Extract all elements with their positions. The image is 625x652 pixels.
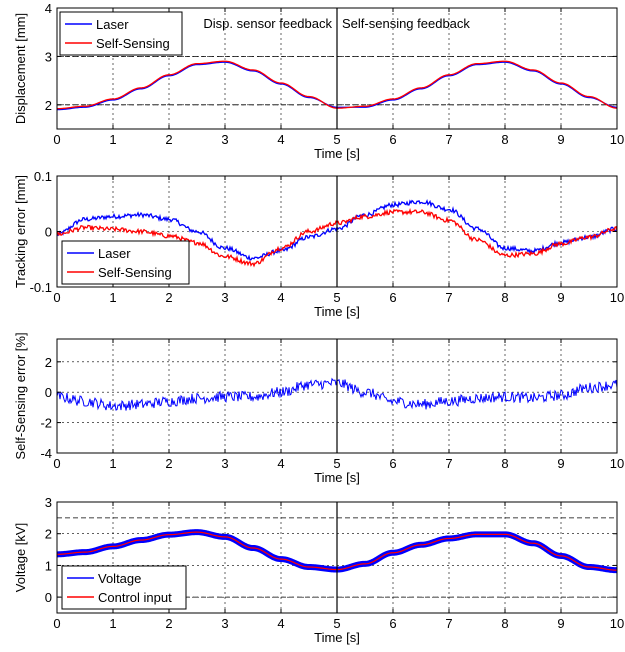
x-tick-label: 1: [109, 132, 116, 147]
x-tick-label: 0: [53, 456, 60, 471]
x-tick-label: 10: [610, 290, 624, 305]
x-tick-label: 6: [389, 132, 396, 147]
y-tick-label: -0.1: [30, 280, 52, 295]
y-tick-label: 3: [45, 49, 52, 64]
y-tick-label: 2: [45, 355, 52, 370]
x-tick-label: 3: [221, 290, 228, 305]
chart-panel-1: 0 1 2 3 4 5 6 7 8 9 10 2 3 4 Time [s] Displacement [mm]…: [13, 1, 624, 161]
x-tick-label: 2: [165, 290, 172, 305]
x-tick-label: 8: [501, 616, 508, 631]
x-tick-label: 4: [277, 132, 284, 147]
x-axis-label: Time [s]: [314, 304, 360, 319]
y-axis-label: Tracking error [mm]: [13, 175, 28, 288]
x-tick-label: 0: [53, 132, 60, 147]
x-tick-label: 0: [53, 616, 60, 631]
x-tick-label: 7: [445, 456, 452, 471]
legend-box: [59, 11, 183, 56]
x-tick-label: 7: [445, 132, 452, 147]
y-axis-label: Self-Sensing error [%]: [13, 332, 28, 459]
chart-panel-4: 0 1 2 3 4 5 6 7 8 9 10 0 1 2 3 Time [s] Voltage [kV] Volt…: [13, 495, 624, 645]
legend-box: [61, 240, 190, 285]
x-tick-label: 10: [610, 132, 624, 147]
legend-box: [61, 565, 187, 610]
x-tick-label: 1: [109, 290, 116, 305]
x-tick-label: 8: [501, 132, 508, 147]
y-tick-label: -2: [40, 416, 52, 431]
annotation-self-sensing: Self-sensing feedback: [342, 16, 470, 31]
x-tick-label: 5: [333, 290, 340, 305]
x-tick-label: 7: [445, 290, 452, 305]
x-tick-label: 3: [221, 132, 228, 147]
x-tick-label: 2: [165, 456, 172, 471]
x-tick-label: 4: [277, 290, 284, 305]
x-tick-label: 4: [277, 616, 284, 631]
x-tick-label: 7: [445, 616, 452, 631]
x-axis-label: Time [s]: [314, 470, 360, 485]
x-tick-label: 2: [165, 616, 172, 631]
legend-entry: Voltage: [98, 571, 141, 586]
x-tick-label: 1: [109, 616, 116, 631]
legend-entry: Laser: [98, 246, 131, 261]
x-tick-label: 6: [389, 456, 396, 471]
x-tick-label: 3: [221, 616, 228, 631]
y-axis-label: Displacement [mm]: [13, 13, 28, 124]
x-tick-label: 3: [221, 456, 228, 471]
legend-entry: Laser: [96, 17, 129, 32]
y-tick-label: 1: [45, 558, 52, 573]
x-tick-label: 5: [333, 132, 340, 147]
x-tick-label: 5: [333, 616, 340, 631]
y-axis-label: Voltage [kV]: [13, 523, 28, 592]
y-tick-label: 0: [45, 385, 52, 400]
legend: Laser Self-Sensing: [59, 11, 183, 56]
x-tick-label: 9: [557, 456, 564, 471]
x-tick-label: 9: [557, 616, 564, 631]
y-tick-label: 0.1: [34, 169, 52, 184]
x-tick-label: 2: [165, 132, 172, 147]
y-tick-label: 0: [45, 590, 52, 605]
x-tick-label: 9: [557, 132, 564, 147]
x-axis-label: Time [s]: [314, 630, 360, 645]
x-tick-label: 10: [610, 456, 624, 471]
legend-entry: Self-Sensing: [96, 36, 170, 51]
x-tick-label: 10: [610, 616, 624, 631]
x-tick-label: 4: [277, 456, 284, 471]
x-tick-label: 8: [501, 290, 508, 305]
x-tick-label: 5: [333, 456, 340, 471]
legend-entry: Control input: [98, 590, 172, 605]
legend: Laser Self-Sensing: [61, 240, 190, 285]
x-axis-label: Time [s]: [314, 146, 360, 161]
x-tick-label: 0: [53, 290, 60, 305]
y-tick-label: 0: [45, 225, 52, 240]
y-tick-label: 3: [45, 495, 52, 510]
y-tick-label: 2: [45, 98, 52, 113]
chart-panel-3: 0 1 2 3 4 5 6 7 8 9 10 -4 -2 0 2 Time [s] Self-Sensing e…: [13, 332, 624, 485]
legend-entry: Self-Sensing: [98, 265, 172, 280]
y-tick-label: 2: [45, 527, 52, 542]
annotation-disp-sensor: Disp. sensor feedback: [203, 16, 332, 31]
legend: Voltage Control input: [61, 565, 187, 610]
x-tick-label: 9: [557, 290, 564, 305]
x-tick-label: 8: [501, 456, 508, 471]
x-tick-label: 1: [109, 456, 116, 471]
x-tick-label: 6: [389, 616, 396, 631]
y-tick-label: 4: [45, 1, 52, 16]
x-tick-label: 6: [389, 290, 396, 305]
y-tick-label: -4: [40, 446, 52, 461]
